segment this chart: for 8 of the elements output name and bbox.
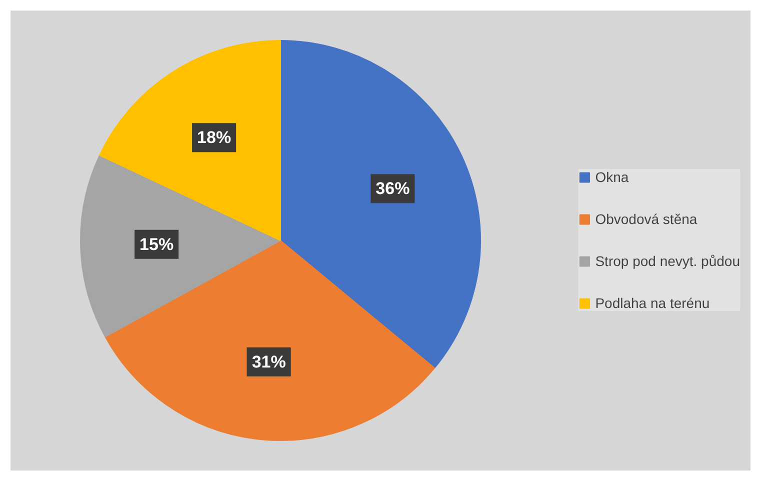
data-label: 15%	[140, 234, 174, 254]
legend-label: Podlaha na terénu	[595, 295, 710, 311]
data-label: 31%	[252, 352, 286, 372]
legend-label: Obvodová stěna	[595, 211, 698, 227]
legend-label: Okna	[595, 169, 629, 185]
data-label: 18%	[197, 128, 232, 148]
legend-label: Strop pod nevyt. půdou	[595, 253, 740, 269]
data-label: 36%	[376, 179, 410, 198]
